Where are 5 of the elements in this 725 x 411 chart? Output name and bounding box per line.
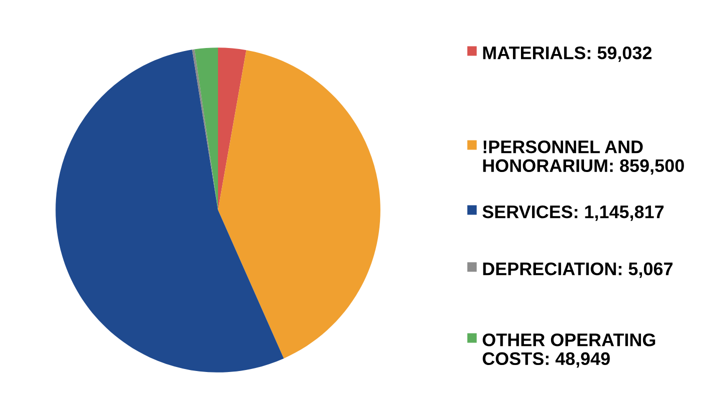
legend-label: OTHER OPERATING COSTS: 48,949 (482, 333, 656, 368)
legend-label: SERVICES: 1,145,817 (482, 205, 664, 221)
legend-label: MATERIALS: 59,032 (483, 46, 652, 62)
legend-label: DEPRECIATION: 5,067 (483, 262, 673, 278)
legend-label: !PERSONNEL AND HONORARIUM: 859,500 (483, 140, 684, 175)
